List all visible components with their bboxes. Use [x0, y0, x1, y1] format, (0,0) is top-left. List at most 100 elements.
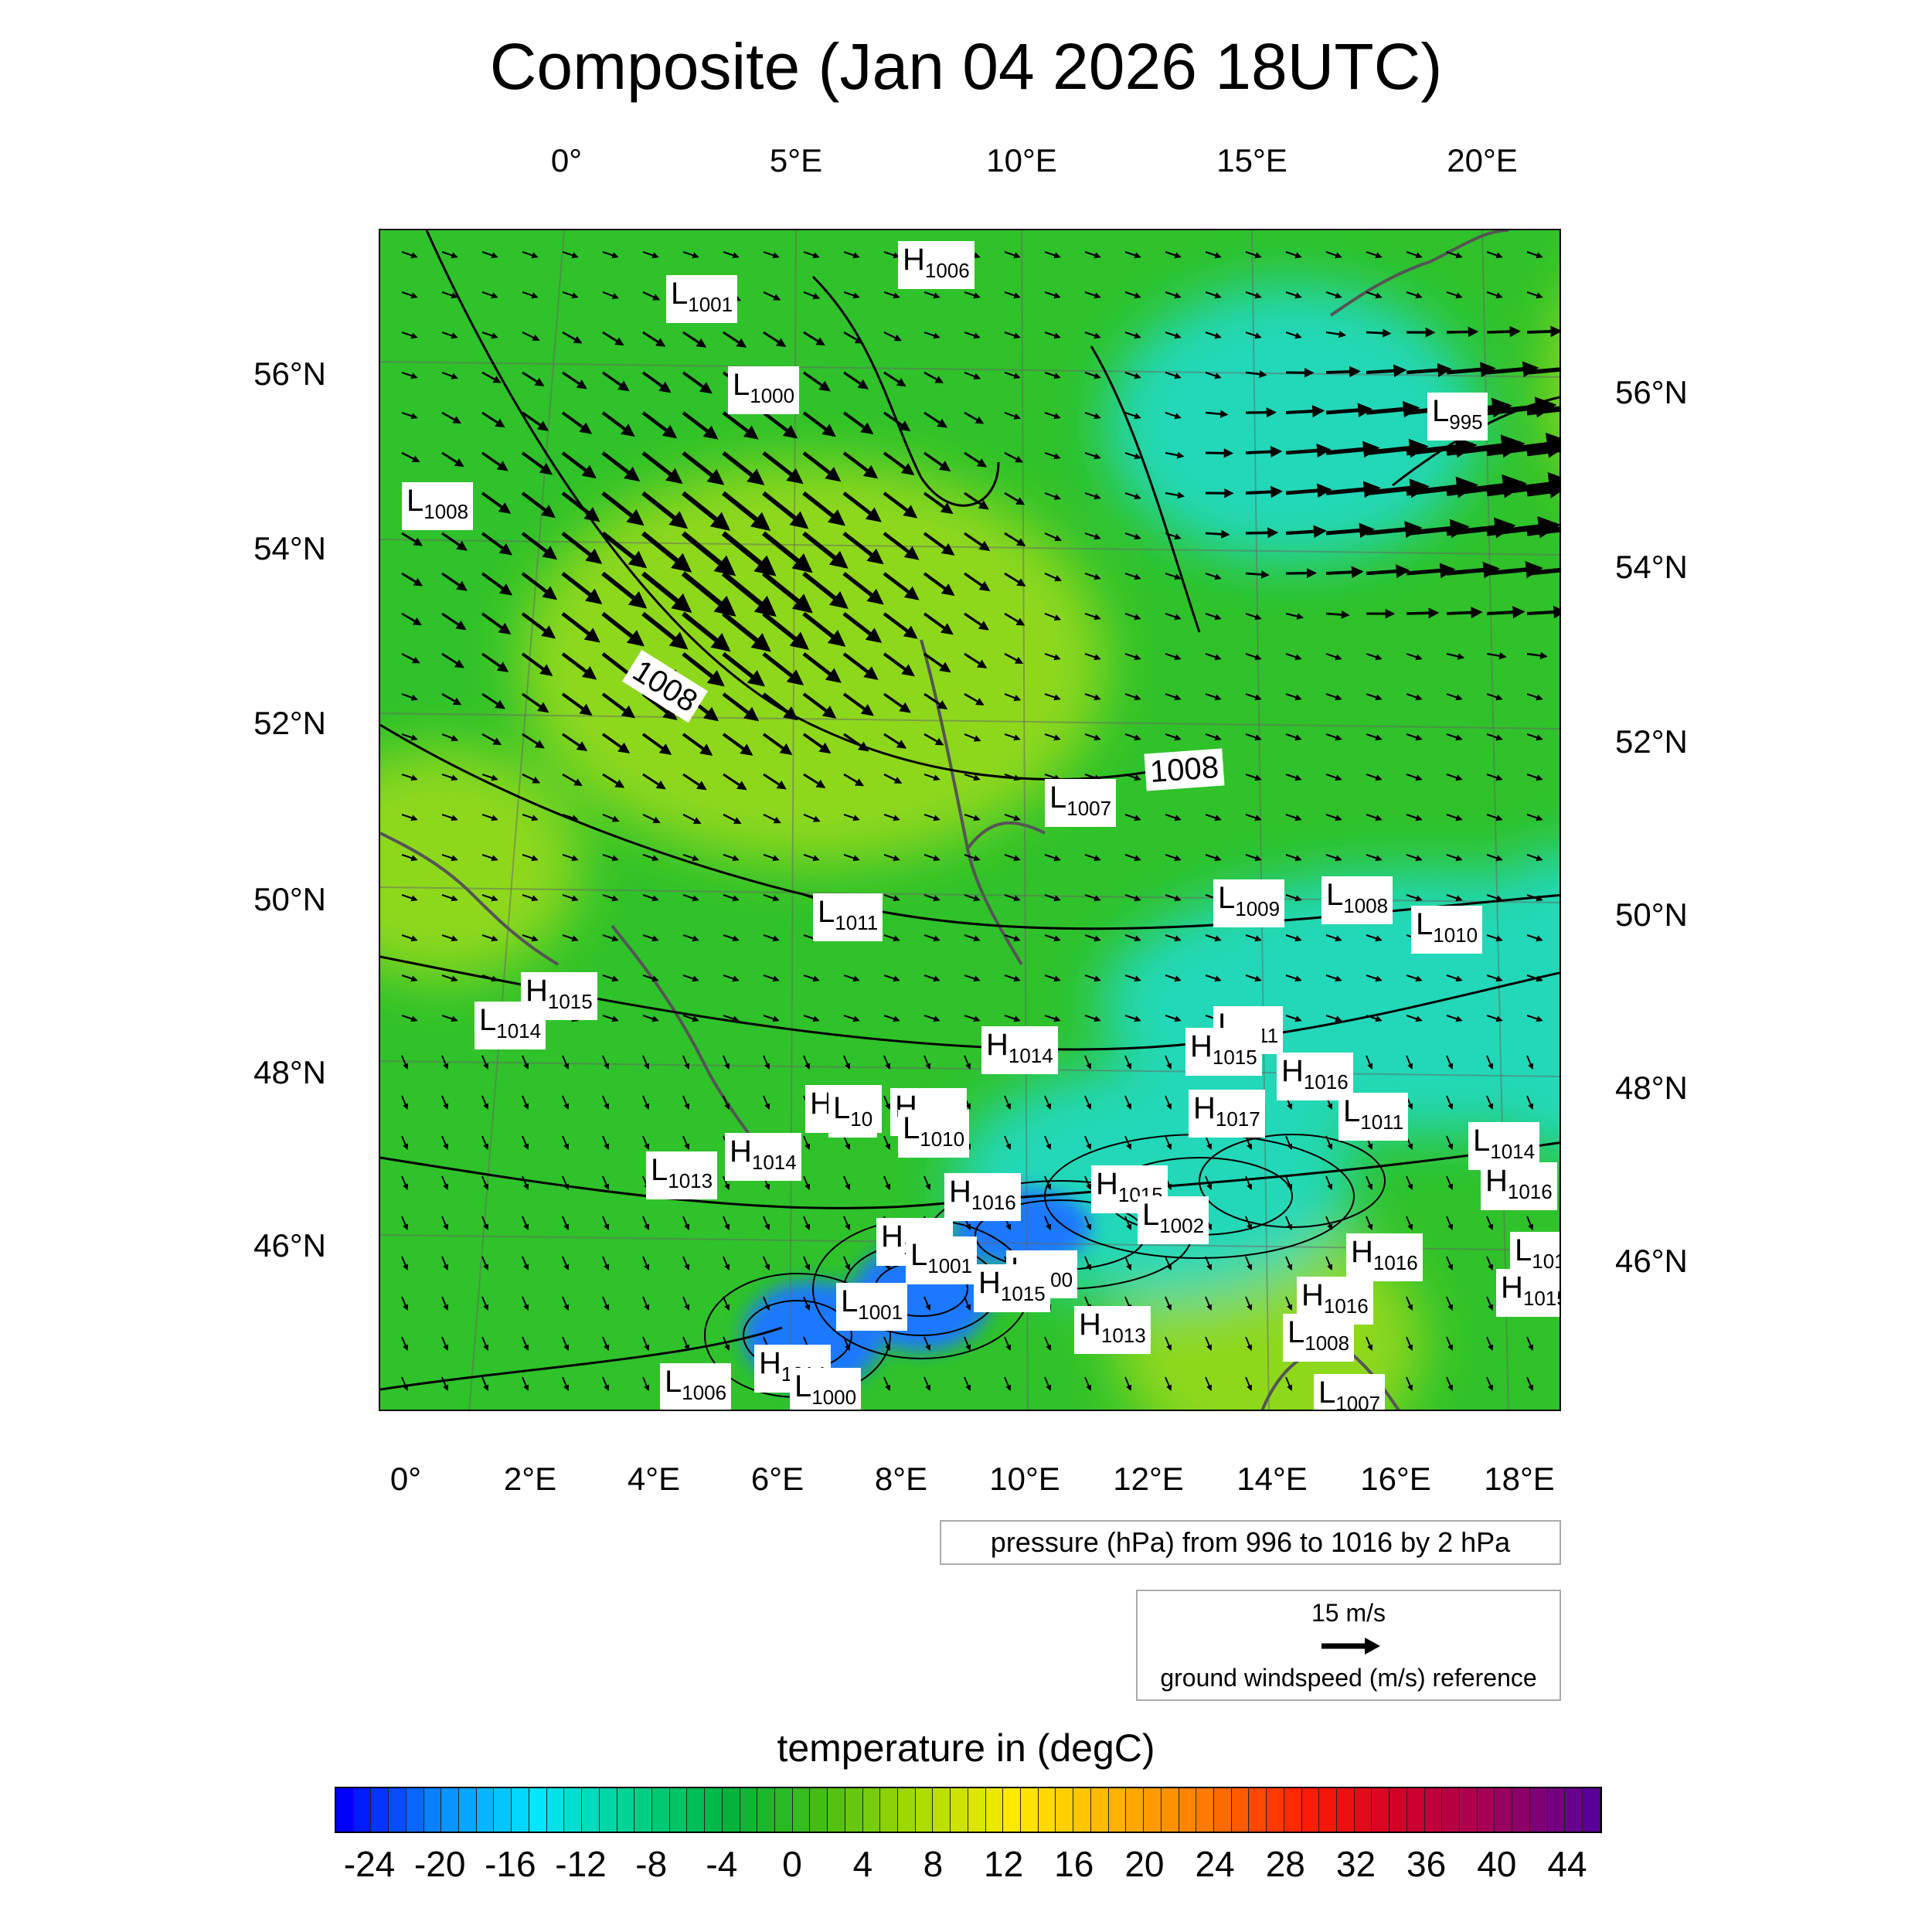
wind-arrow-icon: [723, 894, 740, 902]
wind-arrow-icon: [723, 1256, 730, 1271]
wind-arrow-icon: [641, 571, 692, 614]
colorbar-cell: [406, 1788, 424, 1832]
wind-arrow-icon: [481, 492, 512, 514]
colorbar-tick: 8: [923, 1844, 944, 1884]
top-lon-tick: 20°E: [1447, 142, 1518, 179]
wind-arrow-icon: [1165, 1015, 1182, 1022]
wind-arrow-icon: [641, 451, 683, 485]
wind-arrow-icon: [1285, 854, 1302, 862]
wind-arrow-icon: [1245, 1376, 1253, 1392]
wind-arrow-icon: [1004, 894, 1021, 902]
pressure-value: 1015: [1522, 1287, 1560, 1310]
wind-arrow-icon: [802, 611, 846, 647]
wind-arrow-icon: [1526, 1095, 1534, 1111]
wind-arrow-icon: [763, 251, 780, 259]
wind-arrow-icon: [562, 773, 583, 787]
colorbar-cell: [336, 1788, 354, 1832]
wind-arrow-icon: [1486, 651, 1507, 660]
colorbar-cell: [757, 1788, 775, 1832]
pressure-value: 1014: [1008, 1044, 1053, 1067]
pressure-kind: H: [903, 243, 925, 277]
wind-arrow-icon: [401, 934, 418, 942]
wind-arrow-icon: [522, 291, 539, 299]
wind-arrow-icon: [964, 411, 985, 424]
wind-arrow-icon: [441, 1376, 449, 1392]
colorbar-cell: [529, 1788, 547, 1832]
wind-arrow-icon: [1446, 854, 1463, 862]
wind-arrow-icon: [401, 532, 423, 546]
colorbar-cell: [582, 1788, 600, 1832]
wind-arrow-icon: [1245, 332, 1262, 339]
wind-arrow-icon: [1004, 532, 1026, 546]
wind-arrow-icon: [923, 692, 948, 709]
colorbar-cell: [634, 1788, 652, 1832]
wind-arrow-icon: [1165, 733, 1182, 741]
wind-arrow-icon: [682, 411, 719, 440]
wind-arrow-icon: [964, 371, 981, 380]
wind-arrow-icon: [802, 733, 832, 754]
wind-arrow-icon: [1245, 613, 1262, 621]
wind-arrow-icon: [481, 814, 498, 821]
wind-arrow-icon: [1044, 733, 1061, 741]
pressure-value: 10: [850, 1107, 873, 1131]
wind-arrow-icon: [1084, 1216, 1092, 1231]
wind-arrow-icon: [842, 692, 874, 716]
wind-arrow-icon: [722, 611, 771, 652]
left-lat-tick: 46°N: [253, 1227, 326, 1264]
wind-arrow-icon: [1406, 975, 1423, 982]
pressure-value: 1006: [924, 259, 970, 282]
pressure-kind: H: [1079, 1308, 1101, 1342]
wind-arrow-icon: [1245, 1336, 1253, 1352]
wind-arrow-icon: [1325, 934, 1342, 942]
wind-arrow-icon: [1044, 412, 1061, 420]
wind-arrow-icon: [1044, 774, 1061, 781]
wind-arrow-icon: [1406, 1376, 1413, 1392]
wind-arrow-icon: [883, 371, 906, 387]
wind-arrow-icon: [1245, 251, 1262, 259]
wind-arrow-icon: [562, 934, 579, 942]
pressure-kind: L: [733, 368, 750, 402]
wind-arrow-icon: [602, 773, 625, 788]
pressure-kind: H: [730, 1134, 752, 1168]
wind-arrow-icon: [1366, 1015, 1383, 1022]
wind-arrow-icon: [1205, 653, 1222, 661]
pressure-value: 1014: [496, 1019, 542, 1043]
wind-arrow-icon: [762, 611, 809, 650]
wind-arrow-icon: [1205, 733, 1222, 741]
wind-arrow-icon: [642, 1095, 650, 1111]
wind-arrow-icon: [602, 1055, 610, 1070]
wind-arrow-icon: [763, 1095, 770, 1111]
wind-arrow-icon: [642, 1336, 650, 1352]
wind-arrow-icon: [1004, 934, 1021, 942]
wind-arrow-icon: [763, 291, 781, 301]
wind-arrow-icon: [1526, 651, 1548, 660]
wind-arrow-icon: [1366, 1055, 1373, 1070]
wind-arrow-icon: [521, 532, 558, 560]
pressure-kind: H: [1501, 1270, 1523, 1304]
wind-arrow-icon: [763, 934, 780, 942]
wind-arrow-icon: [1084, 733, 1101, 741]
wind-arrow-icon: [1486, 361, 1539, 378]
wind-arrow-icon: [843, 1216, 851, 1231]
wind-arrow-icon: [682, 854, 699, 862]
wind-arrow-icon: [1366, 733, 1383, 741]
wind-arrow-icon: [883, 532, 920, 560]
wind-arrow-icon: [1446, 561, 1501, 579]
pressure-kind: L: [833, 1091, 851, 1125]
wind-arrow-icon: [1406, 894, 1423, 902]
wind-arrow-icon: [441, 1095, 449, 1111]
wind-arrow-icon: [601, 411, 635, 437]
wind-arrow-icon: [1205, 372, 1222, 379]
wind-arrow-icon: [481, 291, 498, 299]
wind-arrow-icon: [1325, 522, 1375, 539]
wind-arrow-icon: [481, 1336, 489, 1352]
wind-arrow-icon: [602, 1015, 619, 1022]
wind-arrow-icon: [803, 1175, 811, 1191]
pressure-value: 1002: [1159, 1214, 1205, 1237]
wind-arrow-icon: [521, 652, 553, 676]
wind-arrow-icon: [964, 1296, 971, 1311]
low-pressure-label: L1000: [790, 1368, 862, 1410]
wind-arrow-icon: [1325, 403, 1373, 418]
wind-arrow-icon: [883, 652, 915, 677]
wind-arrow-icon: [562, 371, 587, 389]
